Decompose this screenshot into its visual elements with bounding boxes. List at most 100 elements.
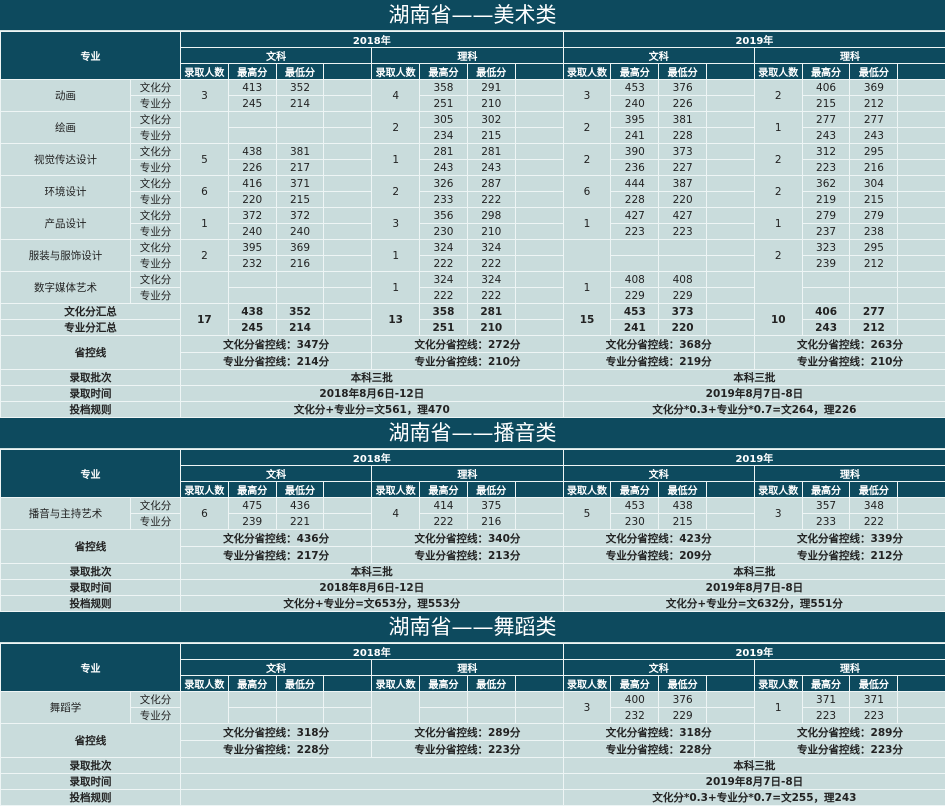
- score-type: 专业分: [131, 96, 181, 112]
- max-score: 215: [802, 96, 850, 112]
- control-line-value: 文化分省控线：318分: [563, 724, 754, 741]
- control-line-label: 省控线: [1, 336, 181, 370]
- min-score: 215: [850, 192, 898, 208]
- column-header: 录取人数: [754, 64, 802, 80]
- admitted-count: 6: [181, 498, 229, 530]
- blank-cell: [707, 192, 755, 208]
- max-score: 279: [802, 208, 850, 224]
- blank-cell: [707, 144, 755, 160]
- blank-cell: [515, 96, 563, 112]
- min-score: 229: [659, 708, 707, 724]
- column-header: 录取人数: [181, 676, 229, 692]
- admitted-count: 2: [181, 240, 229, 272]
- max-score: 416: [228, 176, 276, 192]
- track-header: 文科: [181, 466, 372, 482]
- min-score: [276, 272, 324, 288]
- control-line-value: 专业分省控线：223分: [372, 741, 563, 758]
- score-type: 文化分: [131, 112, 181, 128]
- min-score: 227: [659, 160, 707, 176]
- max-score: [802, 288, 850, 304]
- admission-time-label: 录取时间: [1, 580, 181, 596]
- min-score: 238: [850, 224, 898, 240]
- blank-cell: [707, 160, 755, 176]
- admitted-count: 1: [372, 144, 420, 176]
- column-header: 最低分: [850, 64, 898, 80]
- total-min: 277: [850, 304, 898, 320]
- min-score: 222: [467, 256, 515, 272]
- control-line-value: 专业分省控线：228分: [181, 741, 372, 758]
- min-score: 222: [467, 288, 515, 304]
- track-header: 理科: [754, 660, 945, 676]
- max-score: 406: [802, 80, 850, 96]
- max-score: 453: [611, 80, 659, 96]
- column-header: 最低分: [276, 64, 324, 80]
- min-score: 228: [659, 128, 707, 144]
- blank-cell: [324, 224, 372, 240]
- max-score: 232: [228, 256, 276, 272]
- max-score: 390: [611, 144, 659, 160]
- total-count: 15: [563, 304, 611, 336]
- blank-cell: [707, 240, 755, 256]
- admission-batch-value: 本科三批: [181, 370, 564, 386]
- admitted-count: [372, 692, 420, 724]
- column-header: 录取人数: [181, 64, 229, 80]
- admitted-count: 1: [181, 208, 229, 240]
- blank-cell: [707, 96, 755, 112]
- admitted-count: 3: [372, 208, 420, 240]
- column-header: 最低分: [659, 676, 707, 692]
- year-header: 2018年: [181, 32, 564, 48]
- filing-rule-value: 文化分+专业分=文653分，理553分: [181, 596, 564, 612]
- min-score: [850, 272, 898, 288]
- column-header: 录取人数: [563, 64, 611, 80]
- max-score: 243: [420, 160, 468, 176]
- min-score: 376: [659, 692, 707, 708]
- min-score: 279: [850, 208, 898, 224]
- max-score: [420, 708, 468, 724]
- admission-time-value: 2019年8月7日-8日: [563, 774, 945, 790]
- blank-cell: [515, 224, 563, 240]
- max-score: 220: [228, 192, 276, 208]
- max-score: 372: [228, 208, 276, 224]
- min-score: 381: [659, 112, 707, 128]
- column-header: 最高分: [802, 482, 850, 498]
- max-score: [611, 256, 659, 272]
- admitted-count: [181, 692, 229, 724]
- major-name: 数字媒体艺术: [1, 272, 131, 304]
- min-score: 387: [659, 176, 707, 192]
- blank-cell: [515, 288, 563, 304]
- max-score: 444: [611, 176, 659, 192]
- admitted-count: 2: [754, 144, 802, 176]
- blank-cell: [898, 96, 945, 112]
- column-header: 最高分: [420, 64, 468, 80]
- min-score: 369: [850, 80, 898, 96]
- blank-cell: [324, 272, 372, 288]
- admitted-count: 1: [563, 272, 611, 304]
- column-header: 录取人数: [372, 676, 420, 692]
- column-header: 最低分: [467, 482, 515, 498]
- min-score: 277: [850, 112, 898, 128]
- min-score: 216: [467, 514, 515, 530]
- min-score: 226: [659, 96, 707, 112]
- column-header: [515, 64, 563, 80]
- admitted-count: 3: [563, 80, 611, 112]
- max-score: [420, 692, 468, 708]
- min-score: [276, 288, 324, 304]
- control-line-value: 专业分省控线：213分: [372, 547, 563, 564]
- admission-batch-value: [181, 758, 564, 774]
- admission-batch-value: 本科三批: [181, 564, 564, 580]
- column-header: 最高分: [228, 64, 276, 80]
- max-score: 281: [420, 144, 468, 160]
- blank-cell: [707, 80, 755, 96]
- min-score: 295: [850, 240, 898, 256]
- control-line-value: 文化分省控线：423分: [563, 530, 754, 547]
- admission-batch-value: 本科三批: [563, 758, 945, 774]
- control-line-value: 专业分省控线：212分: [754, 547, 945, 564]
- max-score: 408: [611, 272, 659, 288]
- blank-cell: [707, 176, 755, 192]
- max-score: 305: [420, 112, 468, 128]
